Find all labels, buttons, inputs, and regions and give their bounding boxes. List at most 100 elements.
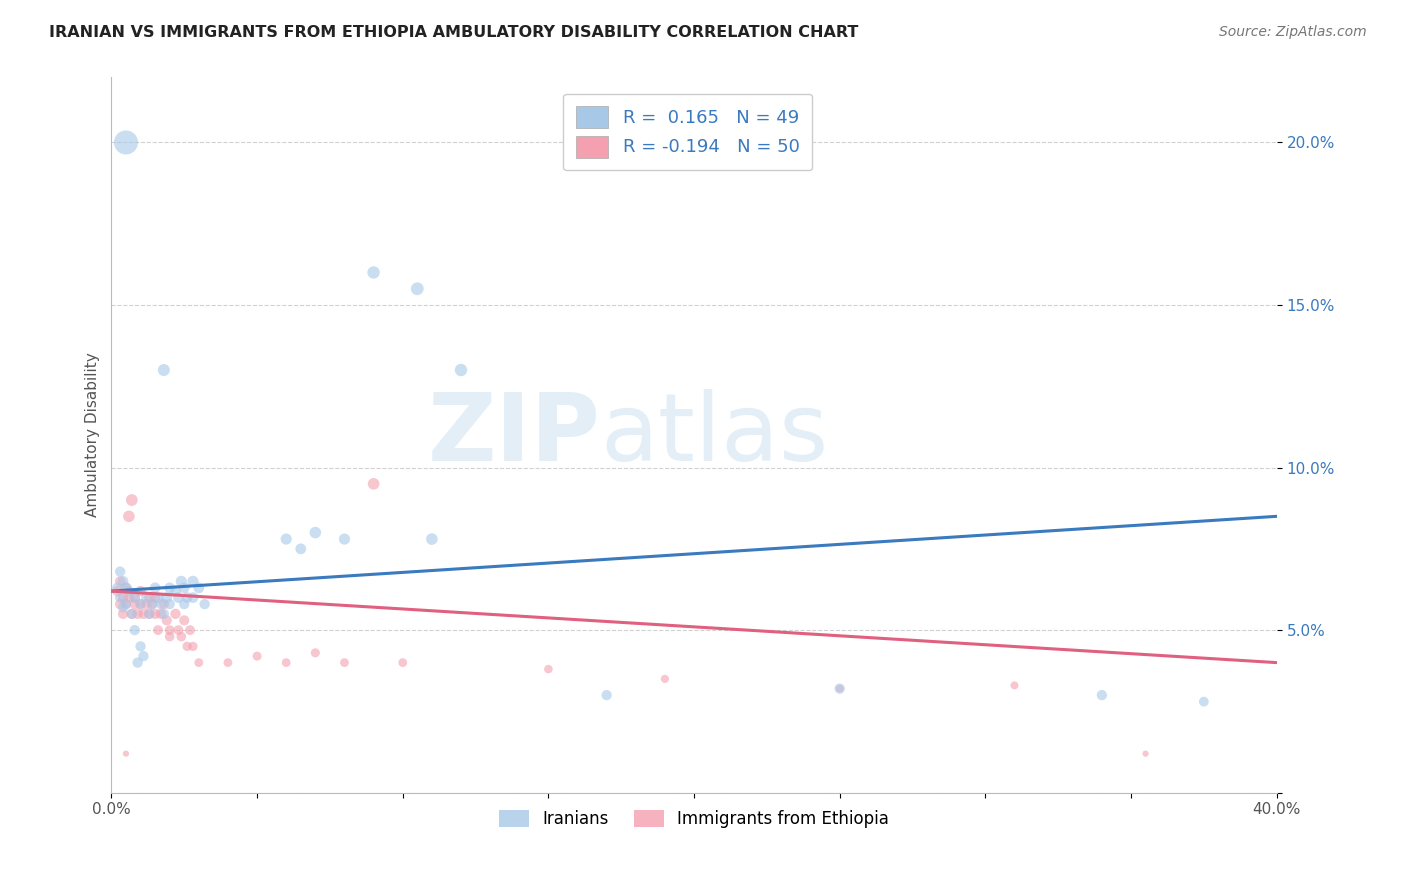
Point: [115, 597, 138, 611]
Point: [118, 584, 141, 599]
Point: [181, 591, 204, 605]
Point: [290, 541, 312, 556]
Point: [153, 597, 176, 611]
Point: [176, 640, 198, 654]
Point: [176, 591, 198, 605]
Point: [112, 574, 135, 589]
Point: [156, 591, 179, 605]
Point: [129, 584, 152, 599]
Point: [112, 591, 135, 605]
Point: [121, 607, 143, 621]
Legend: Iranians, Immigrants from Ethiopia: Iranians, Immigrants from Ethiopia: [492, 803, 896, 834]
Point: [654, 672, 676, 686]
Point: [179, 623, 201, 637]
Point: [276, 656, 298, 670]
Point: [115, 581, 138, 595]
Point: [828, 681, 851, 696]
Point: [595, 688, 617, 702]
Point: [105, 584, 128, 599]
Point: [143, 607, 166, 621]
Point: [159, 581, 181, 595]
Point: [173, 581, 195, 595]
Point: [156, 613, 179, 627]
Point: [159, 623, 181, 637]
Point: [159, 630, 181, 644]
Point: [153, 607, 176, 621]
Point: [121, 607, 143, 621]
Point: [138, 607, 160, 621]
Point: [276, 532, 298, 546]
Point: [165, 607, 187, 621]
Text: Source: ZipAtlas.com: Source: ZipAtlas.com: [1219, 25, 1367, 39]
Point: [146, 623, 169, 637]
Point: [181, 574, 204, 589]
Point: [143, 591, 166, 605]
Point: [132, 607, 155, 621]
Point: [124, 597, 146, 611]
Point: [115, 747, 138, 761]
Point: [124, 591, 146, 605]
Point: [112, 600, 135, 615]
Point: [105, 581, 128, 595]
Y-axis label: Ambulatory Disability: Ambulatory Disability: [86, 352, 100, 517]
Point: [194, 597, 217, 611]
Point: [537, 662, 560, 676]
Point: [333, 532, 356, 546]
Point: [333, 656, 356, 670]
Point: [138, 607, 160, 621]
Point: [450, 363, 472, 377]
Point: [115, 597, 138, 611]
Point: [1004, 678, 1026, 692]
Point: [127, 607, 149, 621]
Point: [138, 591, 160, 605]
Point: [170, 630, 193, 644]
Point: [363, 476, 385, 491]
Point: [146, 591, 169, 605]
Point: [115, 581, 138, 595]
Point: [121, 493, 143, 508]
Point: [135, 597, 157, 611]
Point: [118, 591, 141, 605]
Point: [108, 591, 131, 605]
Point: [129, 597, 152, 611]
Point: [1192, 695, 1215, 709]
Point: [391, 656, 413, 670]
Point: [165, 584, 187, 599]
Point: [246, 649, 269, 664]
Point: [129, 640, 152, 654]
Point: [149, 597, 172, 611]
Text: atlas: atlas: [600, 389, 830, 481]
Point: [129, 597, 152, 611]
Point: [108, 597, 131, 611]
Point: [304, 525, 326, 540]
Point: [170, 574, 193, 589]
Point: [1091, 688, 1114, 702]
Point: [304, 646, 326, 660]
Point: [141, 597, 163, 611]
Point: [135, 591, 157, 605]
Point: [108, 565, 131, 579]
Point: [159, 597, 181, 611]
Point: [167, 591, 190, 605]
Point: [153, 363, 176, 377]
Text: IRANIAN VS IMMIGRANTS FROM ETHIOPIA AMBULATORY DISABILITY CORRELATION CHART: IRANIAN VS IMMIGRANTS FROM ETHIOPIA AMBU…: [49, 25, 859, 40]
Point: [363, 265, 385, 279]
Point: [167, 623, 190, 637]
Point: [187, 656, 209, 670]
Point: [118, 509, 141, 524]
Point: [124, 591, 146, 605]
Point: [141, 597, 163, 611]
Point: [115, 136, 138, 150]
Point: [828, 681, 851, 696]
Point: [1135, 747, 1157, 761]
Point: [173, 597, 195, 611]
Point: [143, 581, 166, 595]
Point: [149, 607, 172, 621]
Point: [217, 656, 239, 670]
Text: ZIP: ZIP: [427, 389, 600, 481]
Point: [406, 282, 429, 296]
Point: [187, 581, 209, 595]
Point: [108, 574, 131, 589]
Point: [420, 532, 443, 546]
Point: [173, 613, 195, 627]
